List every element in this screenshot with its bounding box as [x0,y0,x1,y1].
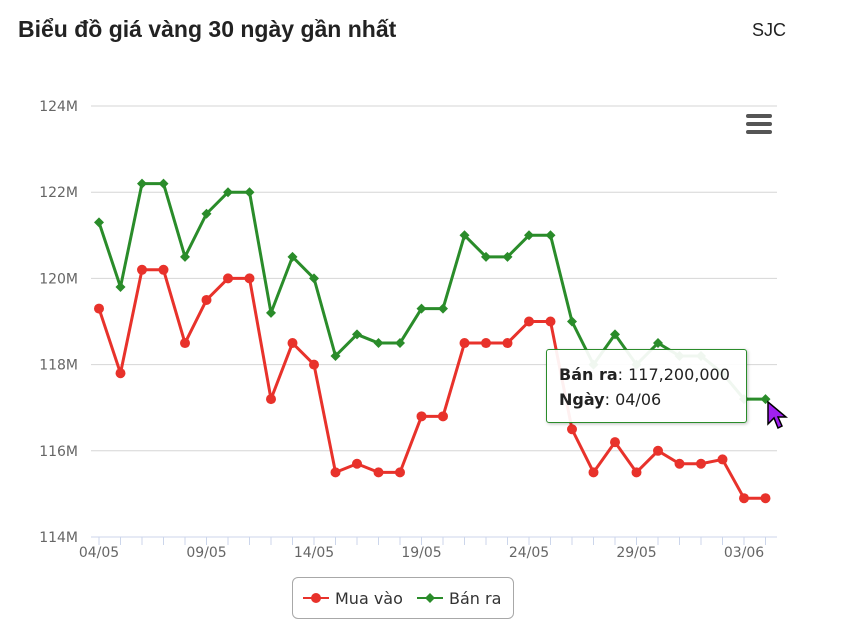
tooltip-value: 117,200,000 [628,365,730,384]
data-point-mua-vao [459,338,470,349]
data-point-ban-ra [373,338,384,349]
data-point-ban-ra [330,350,341,361]
tooltip-date-label: Ngày [559,390,605,409]
data-point-mua-vao [674,458,685,469]
y-tick-label: 124M [39,99,78,115]
data-point-mua-vao [653,445,663,456]
x-tick-label: 14/05 [294,545,334,561]
data-point-ban-ra [502,251,513,262]
tooltip-value-row: Bán ra: 117,200,000 [559,365,730,384]
tooltip-date-row: Ngày: 04/06 [559,390,662,409]
chart-grid [91,105,777,538]
y-tick-label: 118M [39,358,78,374]
data-point-ban-ra [223,187,233,198]
data-point-mua-vao [481,338,491,349]
data-point-mua-vao [696,458,706,469]
data-point-mua-vao [717,454,728,465]
data-point-mua-vao [588,467,599,478]
data-point-mua-vao [352,458,362,469]
data-point-mua-vao [502,338,513,349]
data-point-mua-vao [287,338,298,349]
legend-label-mua-vao: Mua vào [335,588,403,608]
legend-swatch-ban-ra [417,593,443,603]
x-tick-label: 24/05 [509,545,549,561]
legend-item-ban-ra[interactable]: Bán ra [417,578,501,618]
series-line-mua-vao [97,268,766,500]
series-line-ban-ra [97,182,766,401]
data-point-mua-vao [266,394,276,405]
price-source-label: SJC [752,20,787,40]
legend-label-ban-ra: Bán ra [449,588,502,608]
data-point-ban-ra [244,187,255,198]
tooltip-series-label: Bán ra [559,365,618,384]
x-tick-label: 19/05 [401,545,441,561]
mouse-pointer-icon [767,400,788,430]
y-tick-label: 120M [39,271,78,287]
chart-title: Biểu đồ giá vàng 30 ngày gần nhất [18,16,397,42]
data-point-ban-ra [352,329,362,340]
legend-swatch-mua-vao [303,593,329,603]
data-point-ban-ra [266,307,276,318]
data-point-mua-vao [373,467,384,478]
data-point-mua-vao [223,273,233,284]
data-point-ban-ra [524,230,534,241]
data-point-ban-ra [395,338,405,349]
data-point-mua-vao [395,467,405,478]
y-axis: 114M 116M 118M 120M 122M 124M [39,99,78,546]
data-point-ban-ra [416,303,427,314]
data-point-ban-ra [610,329,620,340]
legend-item-mua-vao[interactable]: Mua vào [303,578,403,618]
data-point-mua-vao [94,303,104,314]
data-point-mua-vao [610,437,620,448]
data-point-ban-ra [201,208,212,219]
data-point-ban-ra [287,251,298,262]
data-point-mua-vao [244,273,255,284]
chart-tooltip: Bán ra: 117,200,000 Ngày: 04/06 [546,349,747,423]
data-point-mua-vao [115,368,126,379]
data-point-mua-vao [201,294,212,305]
data-point-mua-vao [545,316,556,327]
data-point-ban-ra [180,251,190,262]
data-point-mua-vao [309,359,319,370]
chart-legend: Mua vào Bán ra [292,577,514,619]
data-point-ban-ra [115,282,126,293]
data-point-mua-vao [330,467,341,478]
data-point-ban-ra [137,178,147,189]
x-tick-label: 04/05 [79,545,119,561]
y-tick-label: 114M [39,530,78,546]
data-point-ban-ra [459,230,470,241]
tooltip-date: 04/06 [615,390,662,409]
data-point-ban-ra [545,230,556,241]
data-point-ban-ra [94,217,104,228]
data-point-mua-vao [739,493,749,504]
data-point-ban-ra [438,303,448,314]
x-tick-label: 09/05 [186,545,226,561]
x-tick-label: 29/05 [616,545,656,561]
data-point-ban-ra [653,338,663,349]
data-point-mua-vao [524,316,534,327]
y-tick-label: 122M [39,185,78,201]
chart-series [94,178,771,504]
data-point-mua-vao [631,467,642,478]
data-point-ban-ra [567,316,577,327]
data-point-mua-vao [567,424,577,435]
data-point-ban-ra [309,273,319,284]
data-point-ban-ra [158,178,169,189]
data-point-mua-vao [137,264,147,275]
hamburger-menu-icon[interactable] [746,114,772,136]
data-point-mua-vao [180,338,190,349]
y-tick-label: 116M [39,444,78,460]
data-point-mua-vao [760,493,771,504]
data-point-ban-ra [481,251,491,262]
data-point-mua-vao [438,411,448,422]
x-tick-label: 03/06 [724,545,764,561]
data-point-mua-vao [158,264,169,275]
x-axis: 04/05 09/05 14/05 19/05 24/05 29/05 03/06 [79,536,777,561]
data-point-mua-vao [416,411,427,422]
